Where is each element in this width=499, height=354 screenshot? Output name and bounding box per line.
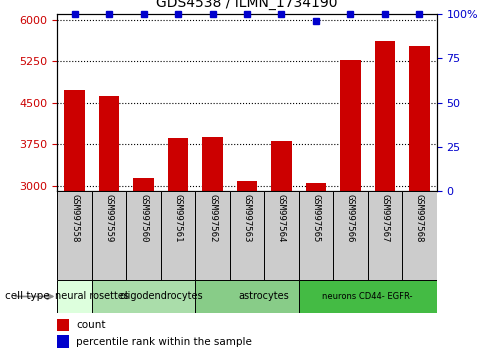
Bar xyxy=(271,141,292,191)
Text: astrocytes: astrocytes xyxy=(239,291,289,302)
Text: percentile rank within the sample: percentile rank within the sample xyxy=(76,337,252,347)
Text: neurons CD44- EGFR-: neurons CD44- EGFR- xyxy=(322,292,413,301)
Bar xyxy=(195,280,333,313)
Bar xyxy=(133,178,154,191)
Bar xyxy=(168,137,189,191)
Text: GSM997567: GSM997567 xyxy=(380,194,389,242)
Text: GSM997564: GSM997564 xyxy=(277,194,286,242)
Bar xyxy=(99,96,119,191)
Bar xyxy=(305,183,326,191)
Bar xyxy=(126,191,161,280)
Bar xyxy=(64,91,85,191)
Text: GSM997558: GSM997558 xyxy=(70,194,79,242)
Text: cell type: cell type xyxy=(5,291,49,302)
Bar xyxy=(340,60,361,191)
Bar xyxy=(57,335,69,348)
Text: GSM997559: GSM997559 xyxy=(105,194,114,242)
Bar xyxy=(57,319,69,331)
Bar xyxy=(230,191,264,280)
Text: GSM997568: GSM997568 xyxy=(415,194,424,242)
Bar xyxy=(375,41,395,191)
Text: neural rosettes: neural rosettes xyxy=(55,291,129,302)
Bar xyxy=(402,191,437,280)
Text: count: count xyxy=(76,320,106,330)
Text: GSM997566: GSM997566 xyxy=(346,194,355,242)
Bar xyxy=(92,280,230,313)
Text: GSM997565: GSM997565 xyxy=(311,194,320,242)
Bar xyxy=(195,191,230,280)
Bar xyxy=(333,191,368,280)
Text: GSM997563: GSM997563 xyxy=(243,194,251,242)
Bar xyxy=(368,191,402,280)
Bar xyxy=(57,280,126,313)
Bar xyxy=(161,191,195,280)
Bar xyxy=(57,191,92,280)
Bar xyxy=(409,46,430,191)
Bar xyxy=(299,191,333,280)
Bar xyxy=(237,181,257,191)
Text: GSM997560: GSM997560 xyxy=(139,194,148,242)
Text: GSM997562: GSM997562 xyxy=(208,194,217,242)
Text: oligodendrocytes: oligodendrocytes xyxy=(119,291,203,302)
Text: GSM997561: GSM997561 xyxy=(174,194,183,242)
Bar xyxy=(92,191,126,280)
Bar xyxy=(264,191,299,280)
Bar xyxy=(202,137,223,191)
Title: GDS4538 / ILMN_1734190: GDS4538 / ILMN_1734190 xyxy=(156,0,338,10)
Bar xyxy=(299,280,437,313)
